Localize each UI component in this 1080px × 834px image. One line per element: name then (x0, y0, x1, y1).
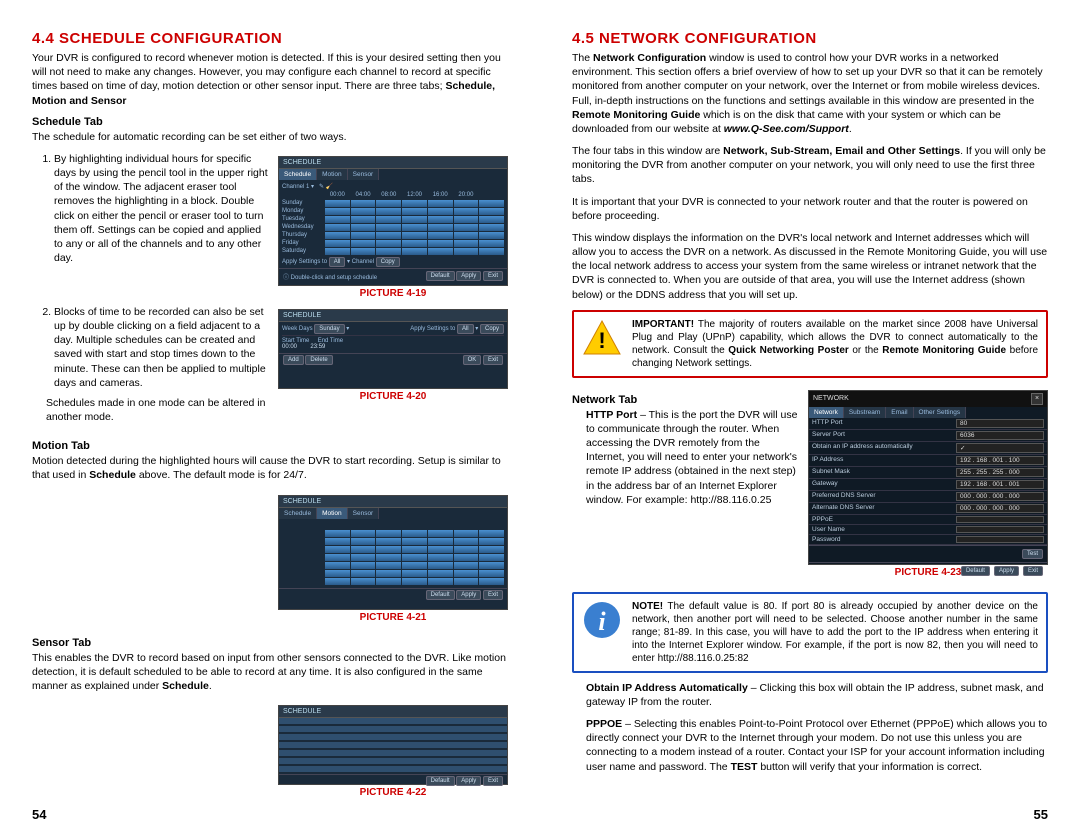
shot19-grid: 00:00 04:00 08:00 12:00 16:00 20:00 Sund… (282, 192, 504, 255)
screenshot-4-21: SCHEDULE Schedule Motion Sensor (278, 495, 508, 610)
intro-text: Your DVR is configured to record wheneve… (32, 52, 501, 92)
net-p1: The Network Configuration window is used… (572, 51, 1048, 136)
caption-4-19: PICTURE 4-19 (278, 288, 508, 299)
important-callout: ! IMPORTANT! The majority of routers ava… (572, 310, 1048, 378)
close-icon: × (1031, 393, 1043, 405)
obtain-ip-para: Obtain IP Address Automatically – Clicki… (586, 681, 1048, 709)
warning-icon: ! (582, 318, 622, 358)
screenshot-4-19: SCHEDULE Schedule Motion Sensor Channel … (278, 156, 508, 286)
motion-tab-text: Motion detected during the highlighted h… (32, 454, 508, 482)
caption-4-22: PICTURE 4-22 (278, 787, 508, 798)
motion-tab-heading: Motion Tab (32, 440, 508, 452)
caption-4-20: PICTURE 4-20 (278, 391, 508, 402)
net-p4: This window displays the information on … (572, 231, 1048, 302)
sensor-tab-heading: Sensor Tab (32, 637, 508, 649)
schedule-item-2: Blocks of time to be recorded can also b… (54, 305, 268, 390)
schedule-list: By highlighting individual hours for spe… (32, 152, 268, 265)
screenshot-4-23: NETWORK × Network Substream Email Other … (808, 390, 1048, 565)
caption-4-21: PICTURE 4-21 (278, 612, 508, 623)
schedule-item-1: By highlighting individual hours for spe… (54, 152, 268, 265)
section-4-5-title: 4.5 NETWORK CONFIGURATION (572, 30, 1048, 47)
http-port-para: HTTP Port – This is the port the DVR wil… (586, 408, 798, 507)
screenshot-4-20: SCHEDULE Week Days Sunday ▾ Apply Settin… (278, 309, 508, 389)
page-54: 4.4 SCHEDULE CONFIGURATION Your DVR is c… (0, 0, 540, 834)
note-callout: i NOTE! The default value is 80. If port… (572, 592, 1048, 673)
shot19-title: SCHEDULE (279, 157, 507, 169)
page-55: 4.5 NETWORK CONFIGURATION The Network Co… (540, 0, 1080, 834)
shot19-channel-label: Channel (282, 184, 304, 190)
net-p3: It is important that your DVR is connect… (572, 195, 1048, 223)
shot19-tab-sensor: Sensor (348, 169, 380, 180)
screenshot-4-22: SCHEDULE Default Apply Exit (278, 705, 508, 785)
schedule-list-2: Blocks of time to be recorded can also b… (32, 305, 268, 390)
network-rows: HTTP Port80Server Port6036Obtain an IP a… (809, 418, 1047, 545)
net-p2: The four tabs in this window are Network… (572, 144, 1048, 187)
page-number-54: 54 (32, 807, 46, 822)
manual-spread: 4.4 SCHEDULE CONFIGURATION Your DVR is c… (0, 0, 1080, 834)
network-tab-heading: Network Tab (572, 394, 798, 406)
schedule-tab-intro: The schedule for automatic recording can… (32, 130, 508, 144)
section-4-4-title: 4.4 SCHEDULE CONFIGURATION (32, 30, 508, 47)
shot19-tab-schedule: Schedule (279, 169, 317, 180)
svg-text:i: i (598, 607, 606, 636)
intro-para: Your DVR is configured to record wheneve… (32, 51, 508, 108)
info-icon: i (582, 600, 622, 640)
pppoe-para: PPPOE – Selecting this enables Point-to-… (586, 717, 1048, 774)
svg-text:!: ! (598, 328, 605, 353)
page-number-55: 55 (1034, 807, 1048, 822)
sensor-tab-text: This enables the DVR to record based on … (32, 651, 508, 694)
shot19-channel-row: Channel 1 ▾ ✎ 🧹 (282, 183, 504, 190)
schedules-mode-note: Schedules made in one mode can be altere… (46, 396, 268, 424)
shot19-tab-motion: Motion (317, 169, 348, 180)
schedule-tab-heading: Schedule Tab (32, 116, 508, 128)
